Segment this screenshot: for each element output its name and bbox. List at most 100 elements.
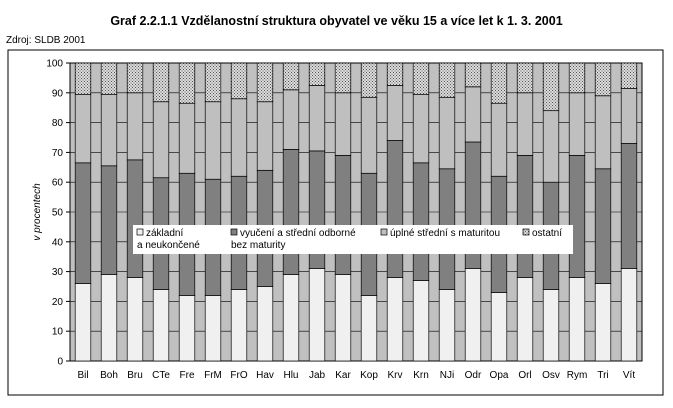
- bar-segment-4-kar: [334, 62, 352, 94]
- bar-segment-4-bru: [126, 62, 144, 94]
- bar-segment-1-frm: [204, 295, 222, 362]
- x-tick-label: Odr: [465, 370, 482, 381]
- bar-segment-2-tri: [594, 168, 612, 284]
- bar-segment-3-krv: [386, 84, 404, 141]
- bar-segment-1-jab: [308, 268, 326, 362]
- bar-segment-1-hav: [256, 286, 274, 362]
- chart-title: Graf 2.2.1.1 Vzdělanostní struktura obyv…: [110, 14, 563, 28]
- y-axis-ticks: 0 10 20 30 40 50 60 70 80 90 100: [46, 59, 70, 368]
- bar-segment-1-fro: [230, 289, 248, 362]
- legend-box: [133, 225, 573, 254]
- y-axis-label: v procentech: [32, 183, 43, 241]
- legend-swatch: [136, 228, 144, 236]
- bars: [74, 62, 638, 362]
- bar-segment-4-odr: [464, 62, 482, 88]
- bar-segment-3-kop: [360, 96, 378, 174]
- y-tick-label: 70: [52, 148, 64, 159]
- x-tick-label: Kop: [360, 370, 378, 381]
- bar-segment-4-rym: [568, 62, 586, 94]
- bar-segment-4-krn: [412, 62, 430, 95]
- legend-swatch: [230, 228, 238, 236]
- y-tick-label: 100: [46, 59, 63, 70]
- bar-segment-3-krn: [412, 93, 430, 164]
- x-axis-ticks: Bil Boh Bru CTe Fre FrM FrO Hav Hlu Jab Kar Kop Krv K…: [77, 370, 635, 381]
- bar-segment-1-odr: [464, 268, 482, 362]
- bar-segment-4-fre: [178, 62, 196, 104]
- bar-segment-1-nji: [438, 289, 456, 362]
- x-tick-label: Hav: [256, 370, 274, 381]
- y-tick-label: 80: [52, 118, 64, 129]
- bar-segment-4-hlu: [282, 62, 300, 91]
- bar-segment-4-bil: [74, 62, 92, 95]
- x-tick-label: Rym: [567, 370, 588, 381]
- bar-segment-4-cte: [152, 62, 170, 103]
- bar-segment-4-nji: [438, 62, 456, 98]
- x-tick-label: Hlu: [283, 370, 298, 381]
- bar-segment-4-fro: [230, 62, 248, 100]
- bar-segment-3-hav: [256, 101, 274, 171]
- bar-segment-4-frm: [204, 62, 222, 103]
- legend: základní a neukončené vyučení a střední od…: [133, 225, 573, 254]
- bar-segment-1-rym: [568, 277, 586, 362]
- bar-segment-3-nji: [438, 96, 456, 170]
- x-tick-label: Vít: [623, 370, 635, 381]
- bar-segment-1-opa: [490, 292, 508, 362]
- bar-segment-1-tri: [594, 283, 612, 362]
- x-tick-label: FrM: [204, 370, 222, 381]
- bar-segment-4-opa: [490, 62, 508, 104]
- bar-segment-3-frm: [204, 101, 222, 180]
- bar-segment-4-vít: [620, 62, 638, 89]
- y-tick-label: 10: [52, 327, 64, 338]
- y-tick-label: 20: [52, 297, 64, 308]
- bar-segment-3-vít: [620, 87, 638, 144]
- bar-segment-3-kar: [334, 92, 352, 156]
- bar-segment-2-kar: [334, 155, 352, 275]
- x-tick-label: Bru: [127, 370, 143, 381]
- x-tick-label: Osv: [542, 370, 560, 381]
- bar-segment-1-vít: [620, 268, 638, 362]
- bar-segment-3-cte: [152, 101, 170, 179]
- bar-segment-3-bil: [74, 93, 92, 164]
- bar-segment-3-osv: [542, 110, 560, 183]
- bar-segment-3-orl: [516, 92, 534, 156]
- bar-segment-3-rym: [568, 92, 586, 156]
- bar-segment-3-fro: [230, 98, 248, 177]
- bar-segment-4-orl: [516, 62, 534, 94]
- bar-segment-1-kar: [334, 274, 352, 362]
- legend-label: úplné střední s maturitou: [390, 228, 500, 239]
- y-tick-label: 30: [52, 267, 64, 278]
- x-tick-label: NJi: [440, 370, 454, 381]
- x-tick-label: Tri: [597, 370, 608, 381]
- x-tick-label: Opa: [490, 370, 509, 381]
- bar-segment-2-boh: [100, 165, 118, 275]
- bar-segment-2-vít: [620, 143, 638, 269]
- bar-segment-1-hlu: [282, 274, 300, 362]
- x-tick-label: Krn: [413, 370, 429, 381]
- x-tick-label: Fre: [180, 370, 195, 381]
- x-tick-label: Jab: [309, 370, 326, 381]
- bar-segment-1-cte: [152, 289, 170, 362]
- legend-label: ostatní: [532, 228, 562, 239]
- legend-label: vyučení a střední odborné bez maturity: [231, 228, 356, 251]
- bar-segment-2-rym: [568, 155, 586, 278]
- bar-segment-3-opa: [490, 102, 508, 177]
- y-tick-label: 40: [52, 237, 64, 248]
- bar-segment-3-fre: [178, 102, 196, 174]
- x-tick-label: Bil: [77, 370, 88, 381]
- bar-segment-1-orl: [516, 277, 534, 362]
- bar-segment-1-bru: [126, 277, 144, 362]
- bar-segment-3-odr: [464, 86, 482, 143]
- bar-segment-4-kop: [360, 62, 378, 98]
- y-tick-label: 60: [52, 178, 64, 189]
- y-tick-label: 50: [52, 208, 64, 219]
- bar-segment-1-krn: [412, 280, 430, 362]
- bar-segment-1-boh: [100, 274, 118, 362]
- bar-segment-2-bru: [126, 159, 144, 278]
- bar-segment-4-krv: [386, 62, 404, 86]
- bar-segment-3-boh: [100, 93, 118, 167]
- bar-segment-4-osv: [542, 62, 560, 112]
- x-tick-label: Boh: [100, 370, 118, 381]
- source-note: Zdroj: SLDB 2001: [6, 35, 86, 46]
- bar-segment-1-bil: [74, 283, 92, 362]
